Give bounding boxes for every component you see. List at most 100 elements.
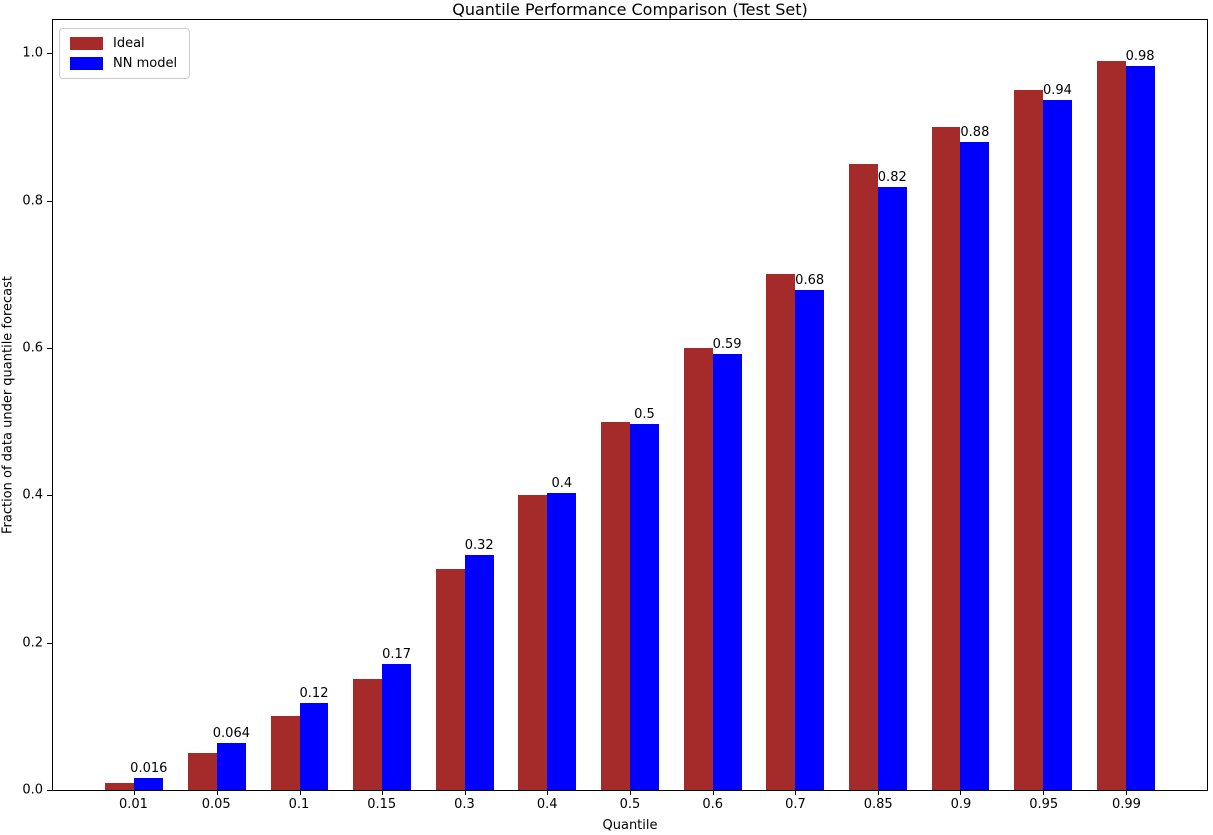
x-tick-mark bbox=[1125, 791, 1127, 795]
bar-value-label: 0.82 bbox=[877, 170, 907, 186]
x-tick-mark bbox=[464, 791, 466, 795]
bar-ideal bbox=[435, 568, 465, 790]
bar-ideal bbox=[1096, 60, 1126, 790]
x-axis-label: Quantile bbox=[602, 818, 658, 833]
legend-swatch bbox=[70, 57, 103, 70]
bar-value-label: 0.88 bbox=[960, 125, 990, 141]
x-tick-label: 0.1 bbox=[288, 797, 310, 812]
bar-ideal bbox=[1014, 90, 1044, 790]
bar-nn-model: 0.98 bbox=[1126, 49, 1155, 790]
y-tick-mark bbox=[47, 495, 52, 497]
x-tick-label: 0.15 bbox=[367, 797, 397, 812]
x-tick-mark bbox=[216, 791, 218, 795]
bar-group: 0.17 bbox=[341, 20, 424, 795]
x-tick-label: 0.99 bbox=[1112, 797, 1141, 812]
bar-value-label: 0.064 bbox=[212, 725, 250, 741]
x-tick-mark bbox=[712, 791, 714, 795]
bar-group: 0.59 bbox=[671, 20, 754, 795]
x-tick-mark bbox=[795, 791, 797, 795]
bar-ideal bbox=[105, 782, 135, 790]
x-tick-label: 0.3 bbox=[454, 797, 475, 812]
y-tick-label: 1.0 bbox=[22, 45, 43, 61]
bar-nn-model: 0.016 bbox=[130, 761, 167, 790]
y-tick-mark bbox=[47, 347, 52, 349]
bar-group: 0.5 bbox=[589, 20, 672, 795]
x-tick-label: 0.7 bbox=[785, 797, 806, 812]
bar-value-label: 0.94 bbox=[1043, 83, 1072, 99]
plot-area: 0.0 0.2 0.4 0.6 0.8 1.0 0.016 0.064 0.12 0.17 0.3… bbox=[22, 19, 1208, 798]
bar-nn-model: 0.12 bbox=[300, 686, 328, 790]
bar-group: 0.94 bbox=[1002, 20, 1085, 795]
bar-value-label: 0.32 bbox=[464, 537, 494, 553]
x-tick-label: 0.5 bbox=[619, 797, 641, 812]
bar-ideal bbox=[931, 126, 961, 790]
bar-nn-model: 0.59 bbox=[713, 337, 742, 790]
bar-ideal bbox=[766, 274, 796, 790]
legend-label: Ideal bbox=[113, 36, 145, 51]
y-tick-mark bbox=[47, 200, 52, 202]
bar-ideal bbox=[270, 716, 300, 790]
y-tick-label: 0.6 bbox=[22, 340, 43, 356]
x-tick-label: 0.4 bbox=[536, 797, 558, 812]
x-tick-mark bbox=[1043, 791, 1045, 795]
bar-value-label: 0.68 bbox=[795, 273, 825, 289]
bar-nn-model: 0.4 bbox=[547, 476, 577, 790]
bar-group: 0.88 bbox=[919, 20, 1002, 795]
bar-value-label: 0.59 bbox=[712, 336, 742, 352]
bar-nn-model: 0.88 bbox=[960, 125, 989, 790]
bar-value-label: 0.12 bbox=[299, 686, 329, 702]
y-tick-mark bbox=[47, 53, 52, 55]
legend-item: NN model bbox=[70, 57, 177, 70]
bar-nn-model: 0.82 bbox=[878, 170, 907, 790]
bar-group: 0.68 bbox=[754, 20, 837, 795]
x-tick-label: 0.9 bbox=[950, 797, 972, 812]
y-tick-label: 0.8 bbox=[22, 193, 43, 209]
y-tick-label: 0.0 bbox=[22, 782, 43, 798]
y-axis-label: Fraction of data under quantile forecast bbox=[0, 275, 16, 535]
x-tick-mark bbox=[629, 791, 631, 795]
bar-nn-model: 0.68 bbox=[795, 273, 824, 790]
bar-nn-model: 0.32 bbox=[465, 538, 494, 790]
y-tick-label: 0.2 bbox=[22, 635, 43, 651]
x-tick-label: 0.95 bbox=[1029, 797, 1059, 812]
bar-group: 0.82 bbox=[837, 20, 920, 795]
bar-nn-model: 0.94 bbox=[1043, 83, 1072, 790]
bar-ideal bbox=[353, 679, 383, 790]
x-tick-mark bbox=[134, 791, 136, 795]
bar-value-label: 0.4 bbox=[551, 476, 573, 492]
bar-nn-model: 0.064 bbox=[213, 726, 250, 790]
bar-ideal bbox=[518, 495, 548, 790]
bar-groups: 0.016 0.064 0.12 0.17 0.32 0.4 0.5 0.59 0.68 0.82… bbox=[53, 20, 1207, 795]
bar-nn-model: 0.17 bbox=[382, 647, 411, 790]
x-tick-mark bbox=[299, 791, 301, 795]
x-tick-mark bbox=[960, 791, 962, 795]
x-axis-ticks: 0.01 0.05 0.1 0.15 0.3 0.4 0.5 0.6 0.7 0.85 0.9 0.9… bbox=[52, 797, 1208, 812]
x-tick-label: 0.05 bbox=[201, 797, 231, 812]
bar-group: 0.32 bbox=[423, 20, 506, 795]
bar-group: 0.016 bbox=[93, 20, 176, 795]
bar-value-label: 0.5 bbox=[634, 406, 655, 422]
bar-group: 0.064 bbox=[176, 20, 259, 795]
bar-ideal bbox=[601, 421, 630, 790]
x-tick-label: 0.6 bbox=[702, 797, 724, 812]
x-tick-label: 0.01 bbox=[119, 797, 148, 812]
x-tick-mark bbox=[382, 791, 384, 795]
bar-ideal bbox=[848, 163, 878, 790]
y-tick-mark bbox=[47, 790, 52, 791]
chart-title: Quantile Performance Comparison (Test Se… bbox=[452, 0, 808, 19]
y-tick-label: 0.4 bbox=[22, 487, 43, 503]
legend-swatch bbox=[70, 37, 103, 50]
y-tick-mark bbox=[47, 642, 52, 644]
bar-group: 0.4 bbox=[506, 20, 589, 795]
bar-group: 0.12 bbox=[258, 20, 341, 795]
bar-group: 0.98 bbox=[1084, 20, 1167, 795]
legend-label: NN model bbox=[113, 56, 178, 71]
bar-nn-model: 0.5 bbox=[629, 407, 659, 790]
x-tick-mark bbox=[547, 791, 549, 795]
x-tick-label: 0.85 bbox=[863, 797, 893, 812]
bar-ideal bbox=[683, 347, 713, 790]
bar-value-label: 0.016 bbox=[130, 761, 168, 777]
bar-value-label: 0.17 bbox=[382, 647, 412, 662]
legend: Ideal NN model bbox=[59, 28, 191, 79]
